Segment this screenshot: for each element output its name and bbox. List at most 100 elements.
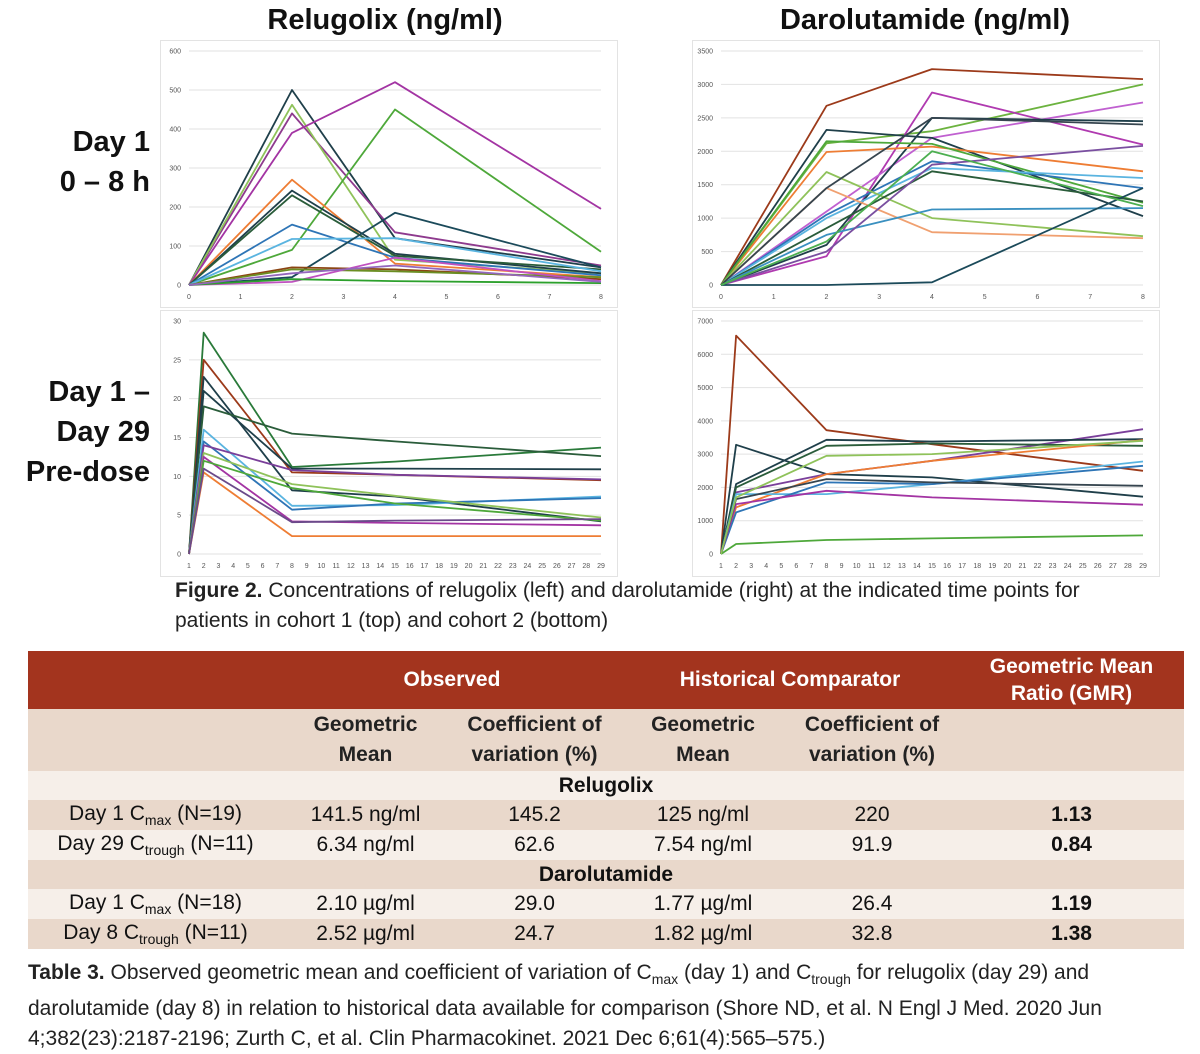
- x-tick-label: 6: [261, 563, 265, 570]
- series-line-12: [720, 439, 1144, 555]
- historical-geo-mean: 125 ng/ml: [621, 800, 785, 830]
- series-line-7: [720, 145, 1144, 286]
- observed-cv: 62.6: [448, 830, 621, 860]
- x-tick-label: 20: [1003, 563, 1011, 570]
- y-tick-label: 2500: [697, 115, 713, 122]
- x-tick-label: 4: [930, 294, 934, 301]
- header-observed: Observed: [283, 651, 621, 709]
- x-tick-label: 21: [1019, 563, 1027, 570]
- header-blank: [28, 651, 283, 709]
- y-tick-label: 400: [169, 127, 181, 134]
- x-tick-label: 26: [1094, 563, 1102, 570]
- relugolix-column-title: Relugolix (ng/ml): [267, 4, 503, 36]
- x-tick-label: 5: [445, 294, 449, 301]
- x-tick-label: 12: [347, 563, 355, 570]
- relugolix-day1-plot: 0 100 200 300 400 500 600 0 1 2 3 4 5 6 7 8: [169, 49, 603, 302]
- y-tick-label: 3500: [697, 49, 713, 56]
- x-tick-label: 9: [305, 563, 309, 570]
- historical-cv: 220: [785, 800, 959, 830]
- table-row: Day 1 Cmax (N=18) 2.10 µg/ml 29.0 1.77 µ…: [28, 889, 1184, 919]
- x-tick-label: 5: [246, 563, 250, 570]
- x-tick-label: 7: [809, 563, 813, 570]
- x-tick-label: 5: [779, 563, 783, 570]
- figure-caption-label: Figure 2.: [175, 579, 263, 602]
- x-tick-label: 11: [333, 563, 340, 570]
- y-tick-label: 1500: [697, 182, 713, 189]
- series-line-8: [188, 194, 602, 286]
- x-tick-label: 7: [275, 563, 279, 570]
- x-tick-label: 23: [509, 563, 517, 570]
- x-tick-label: 3: [877, 294, 881, 301]
- x-tick-label: 17: [958, 563, 966, 570]
- observed-cv: 145.2: [448, 800, 621, 830]
- series-line-18: [720, 150, 1144, 286]
- x-tick-label: 0: [187, 294, 191, 301]
- historical-geo-mean: 1.77 µg/ml: [621, 889, 785, 919]
- x-tick-label: 25: [538, 563, 546, 570]
- relugolix-day29-chart: 0 5 10 15 20 25 30 1 2 3 4 5 6 7 8 9 10 11 12 13 14 15 16 17 18 1…: [160, 310, 618, 577]
- x-tick-label: 2: [734, 563, 738, 570]
- section-relugolix: Relugolix: [28, 771, 1184, 800]
- header-gmr: Geometric Mean Ratio (GMR): [959, 651, 1184, 709]
- x-tick-label: 1: [187, 563, 191, 570]
- figure-caption-text: Concentrations of relugolix (left) and d…: [175, 579, 1080, 632]
- x-tick-label: 27: [568, 563, 576, 570]
- x-tick-label: 29: [597, 563, 605, 570]
- table-row: Day 29 Ctrough (N=11) 6.34 ng/ml 62.6 7.…: [28, 830, 1184, 860]
- x-tick-label: 2: [290, 294, 294, 301]
- x-tick-label: 4: [764, 563, 768, 570]
- x-tick-label: 24: [1064, 563, 1072, 570]
- series-line-4: [188, 390, 602, 555]
- y-tick-label: 0: [177, 552, 181, 559]
- x-tick-label: 29: [1139, 563, 1147, 570]
- series-line-14: [720, 207, 1144, 286]
- y-tick-label: 2000: [697, 149, 713, 156]
- y-tick-label: 2000: [697, 485, 713, 492]
- y-tick-label: 6000: [697, 352, 713, 359]
- series-line-5: [720, 129, 1144, 286]
- x-tick-label: 12: [883, 563, 891, 570]
- x-tick-label: 6: [496, 294, 500, 301]
- y-tick-label: 0: [709, 283, 713, 290]
- series-line-9: [188, 223, 602, 286]
- subheader-observed-geo-mean: Geometric Mean: [283, 709, 448, 771]
- y-tick-label: 500: [701, 249, 713, 256]
- y-tick-label: 100: [169, 244, 181, 251]
- subheader-observed-cv: Coefficient of variation (%): [448, 709, 621, 771]
- series-line-7: [188, 189, 602, 286]
- x-tick-label: 5: [983, 294, 987, 301]
- figure-caption: Figure 2. Concentrations of relugolix (l…: [175, 576, 1155, 636]
- y-tick-label: 20: [173, 396, 181, 403]
- subheader-gmr-blank: [959, 709, 1184, 771]
- x-tick-label: 23: [1049, 563, 1057, 570]
- x-tick-label: 2: [202, 563, 206, 570]
- row-label: Day 29 Ctrough (N=11): [28, 830, 283, 860]
- x-tick-label: 16: [406, 563, 414, 570]
- series-line-10: [720, 167, 1144, 286]
- x-tick-label: 8: [1141, 294, 1145, 301]
- subheader-historical-cv: Coefficient of variation (%): [785, 709, 959, 771]
- series-line-5: [188, 405, 602, 555]
- x-tick-label: 2: [825, 294, 829, 301]
- series-line-8: [720, 464, 1144, 555]
- row-label-day1: Day 1 0 – 8 h: [59, 126, 150, 198]
- x-tick-label: 19: [450, 563, 458, 570]
- series-line-11: [720, 171, 1144, 286]
- series-line-15: [720, 145, 1144, 286]
- series-line-12: [720, 187, 1144, 286]
- x-tick-label: 20: [465, 563, 473, 570]
- series-line-9: [720, 489, 1144, 555]
- x-tick-label: 25: [1079, 563, 1087, 570]
- historical-cv: 26.4: [785, 889, 959, 919]
- y-tick-label: 600: [169, 49, 181, 56]
- x-tick-label: 3: [216, 563, 220, 570]
- y-tick-label: 30: [173, 319, 181, 326]
- table-row: Day 8 Ctrough (N=11) 2.52 µg/ml 24.7 1.8…: [28, 919, 1184, 949]
- series-line-15: [188, 278, 602, 286]
- y-tick-label: 200: [169, 205, 181, 212]
- gmr-value: 0.84: [959, 830, 1184, 860]
- observed-geo-mean: 2.52 µg/ml: [283, 919, 448, 949]
- series-line-4: [188, 81, 602, 286]
- x-tick-label: 27: [1109, 563, 1117, 570]
